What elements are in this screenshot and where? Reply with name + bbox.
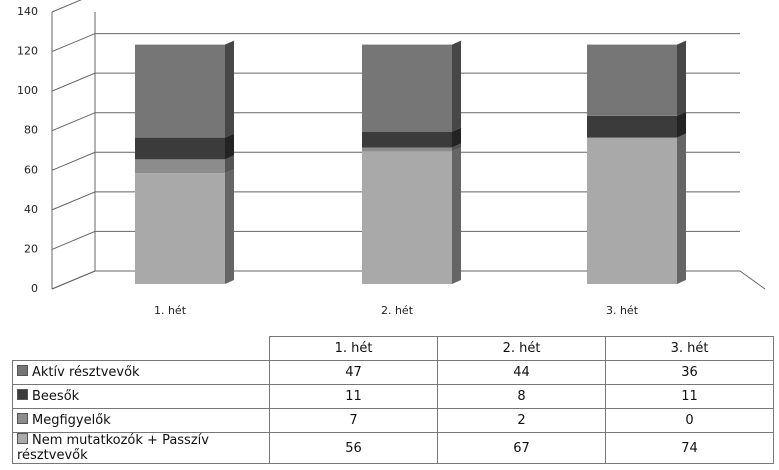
chart: 0 20 40 60 80 100 120 140 1. hét 2. hét 3. hét xyxy=(17,0,766,317)
bar-side xyxy=(452,40,461,132)
bar-segment xyxy=(135,137,225,160)
value-cell: 56 xyxy=(269,432,438,464)
bar-side xyxy=(225,155,234,174)
table-row: 1. hét 2. hét 3. hét xyxy=(12,336,774,361)
legend-swatch xyxy=(17,365,28,376)
legend-swatch xyxy=(17,389,28,400)
value-cell: 67 xyxy=(437,432,606,464)
legend-swatch xyxy=(17,433,28,444)
y-tick-label: 100 xyxy=(17,84,38,97)
bar-side xyxy=(225,40,234,138)
header-cell: 1. hét xyxy=(269,336,438,361)
legend-label: Beesők xyxy=(32,389,80,404)
header-cell: 2. hét xyxy=(437,336,606,361)
x-tick-label: 2. hét xyxy=(381,304,414,317)
value-cell: 74 xyxy=(605,432,774,464)
cell-text: 56 xyxy=(345,440,362,456)
table-row: Megfigyelők 7 2 0 xyxy=(12,408,774,433)
cell-text: 36 xyxy=(681,365,698,380)
header-cell: 3. hét xyxy=(605,336,774,361)
legend-label: Megfigyelők xyxy=(32,413,111,428)
bar-segment xyxy=(587,137,677,284)
cell-text: 2 xyxy=(517,413,526,428)
legend-label: Aktív résztvevők xyxy=(32,365,140,380)
cell-text: 7 xyxy=(349,413,358,428)
cell-text: 11 xyxy=(345,389,362,404)
cell-text: 1. hét xyxy=(334,341,373,356)
bar-side xyxy=(225,133,234,160)
bar-segment xyxy=(362,151,452,284)
value-cell: 11 xyxy=(605,384,774,409)
y-tick-label: 140 xyxy=(17,5,38,18)
legend-label: Nem mutatkozók + Passzív résztvevők xyxy=(17,433,209,463)
table-row: Beesők 11 8 11 xyxy=(12,384,774,409)
bar-segment xyxy=(587,115,677,138)
y-tick-label: 20 xyxy=(24,242,38,255)
x-tick-label: 3. hét xyxy=(606,304,639,317)
bar-side xyxy=(677,133,686,284)
y-tick-label: 60 xyxy=(24,163,38,176)
bar-side xyxy=(452,147,461,284)
bar-segment xyxy=(135,173,225,284)
legend-cell: Aktív résztvevők xyxy=(12,360,270,385)
cell-text: 8 xyxy=(517,389,526,404)
legend-swatch xyxy=(17,413,28,424)
value-cell: 47 xyxy=(269,360,438,385)
data-table: 1. hét 2. hét 3. hét Aktív résztvevők 47 44 36… xyxy=(12,336,774,464)
legend-cell: Megfigyelők xyxy=(12,408,270,433)
grid-line xyxy=(51,0,82,13)
value-cell: 44 xyxy=(437,360,606,385)
cell-text: 11 xyxy=(681,389,698,404)
cell-text: 74 xyxy=(681,440,698,456)
value-cell: 0 xyxy=(605,408,774,433)
bar-segment xyxy=(362,44,452,132)
bar-segment xyxy=(587,44,677,116)
cell-text: 67 xyxy=(513,440,530,456)
value-cell: 7 xyxy=(269,408,438,433)
cell-text: 47 xyxy=(345,365,362,380)
y-tick-label: 40 xyxy=(24,203,38,216)
y-tick-label: 80 xyxy=(24,124,38,137)
y-tick-label: 120 xyxy=(17,45,38,58)
value-cell: 2 xyxy=(437,408,606,433)
y-tick-label: 0 xyxy=(31,282,38,295)
cell-text: 0 xyxy=(685,413,694,428)
value-cell: 11 xyxy=(269,384,438,409)
bar-segment xyxy=(135,159,225,174)
legend-cell: Beesők xyxy=(12,384,270,409)
bar-side xyxy=(452,143,461,152)
header-empty xyxy=(12,336,270,361)
bar-side xyxy=(677,40,686,116)
table-row: Nem mutatkozók + Passzív résztvevők 56 67 7… xyxy=(12,432,774,464)
bar-side xyxy=(225,169,234,284)
cell-text: 44 xyxy=(513,365,530,380)
cell-text: 2. hét xyxy=(502,341,541,356)
x-tick-label: 1. hét xyxy=(154,304,187,317)
bar-side xyxy=(452,127,461,148)
bar-side xyxy=(677,111,686,138)
value-cell: 8 xyxy=(437,384,606,409)
bar-segment xyxy=(362,147,452,152)
table-row: Aktív résztvevők 47 44 36 xyxy=(12,360,774,385)
bar-segment xyxy=(362,131,452,148)
bar-segment xyxy=(135,44,225,138)
cell-text: 3. hét xyxy=(670,341,709,356)
legend-cell: Nem mutatkozók + Passzív résztvevők xyxy=(12,432,270,464)
value-cell: 36 xyxy=(605,360,774,385)
